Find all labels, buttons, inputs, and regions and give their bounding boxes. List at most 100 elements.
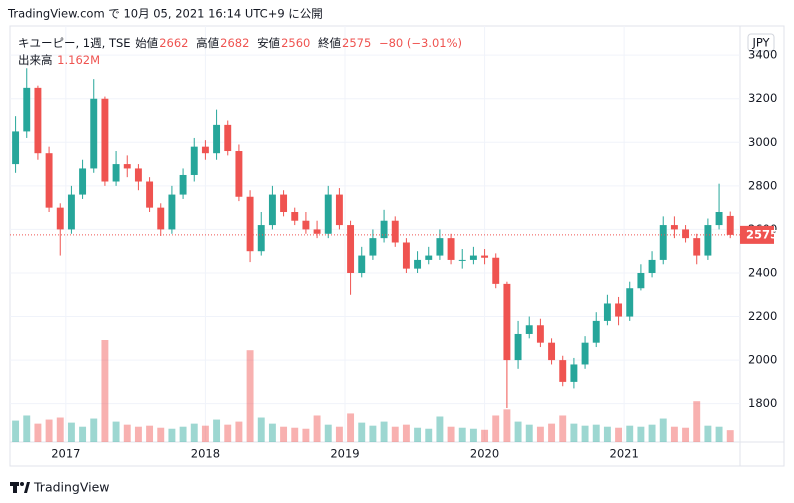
candle-body [693,238,701,256]
candle-body [402,242,410,269]
volume-bar [402,424,410,442]
currency[interactable]: JPY [751,36,770,50]
volume-bar [291,427,299,442]
candle-body [134,168,142,182]
candle-body [335,194,343,226]
volume-bar [324,424,332,442]
candle-body [369,238,377,256]
candle-body [112,164,120,182]
volume-bar [67,422,75,442]
low-label: 安値 [257,36,281,50]
candle-body [257,225,265,252]
volume-bar [112,421,120,442]
volume-bar [436,416,444,442]
volume-bar [101,340,109,442]
candle-body [90,98,98,169]
volume-bar [626,425,634,442]
candle-body [447,238,455,260]
y-tick-label: 3000 [748,135,777,149]
volume-bar [34,423,42,442]
volume-bar [637,426,645,442]
candle-body [190,146,198,175]
candle-body [581,342,589,365]
footer-brand: TradingView [33,480,110,495]
y-tick-label: 2000 [748,353,777,367]
volume-bar [257,417,265,442]
volume-bar [201,425,209,442]
candle-body [324,194,332,234]
volume-bar [313,415,321,442]
candle-body [637,272,645,289]
candle-body [481,255,489,258]
candle-body [168,194,176,230]
volume-bar [302,428,310,442]
candle-body [492,257,500,284]
volume-bar [146,425,154,442]
volume-bar [693,401,701,442]
open-value: 2662 [159,36,189,50]
legend-row: 出来高 1.162M [18,52,466,69]
candle-body [380,220,388,239]
volume-bar [670,426,678,442]
candle-body [469,255,477,260]
candle-body [201,146,209,154]
candle-body [536,325,544,343]
candle-body [146,181,154,208]
volume-value: 1.162M [57,53,101,67]
candle-body [726,215,734,235]
volume-bar [704,425,712,442]
volume-label: 出来高 [18,53,53,67]
volume-bar [570,423,578,442]
last-price-box [740,225,774,244]
volume-bar [581,425,589,442]
x-tick-label: 2021 [610,447,639,461]
y-tick-label: 2200 [748,309,777,323]
volume-bar [603,426,611,442]
candle-body [179,174,187,195]
candle-body [45,153,53,208]
candle-body [603,303,611,321]
volume-bar [213,419,221,442]
volume-bar [190,423,198,442]
currency-box[interactable] [747,33,775,52]
candle-body [56,207,64,230]
volume-bar [168,428,176,442]
low-value: 2560 [281,36,311,50]
volume-bar [514,421,522,442]
frame [9,25,785,467]
grid [10,26,740,442]
candle-body [525,325,533,334]
volume-bar [715,426,723,442]
candle-body [347,225,355,273]
volume-bar [12,420,20,442]
candle-body [313,229,321,234]
volume-bar [391,426,399,442]
candle-body [268,194,276,226]
candle-body [358,255,366,273]
close-label: 終値 [318,36,341,50]
candle-body [592,320,600,343]
candle-body [659,225,667,260]
y-tick-label: 2400 [748,265,777,279]
volume-bar [90,418,98,442]
volume-bar [458,427,466,442]
y-tick-label: 2800 [748,178,777,192]
candle-body [626,288,634,317]
candle-body [670,225,678,230]
candle-body [79,168,87,195]
y-tick-label: 1800 [748,396,777,410]
volume-bar [235,421,243,442]
symbol: キユーピー, 1週, TSE [18,36,131,50]
change: −80 (−3.01%) [378,36,463,50]
volume-bar [45,419,53,442]
candle-body [704,225,712,256]
volume-bar [246,350,254,442]
candle-body [503,283,511,361]
candle-body [213,124,221,154]
candle-body [391,220,399,243]
x-tick-label: 2019 [330,447,359,461]
legend-row: キユーピー, 1週, TSE 始値2662 高値2682 安値2560 終値25… [18,35,466,52]
candle-body [514,333,522,361]
volume-bar [179,426,187,442]
